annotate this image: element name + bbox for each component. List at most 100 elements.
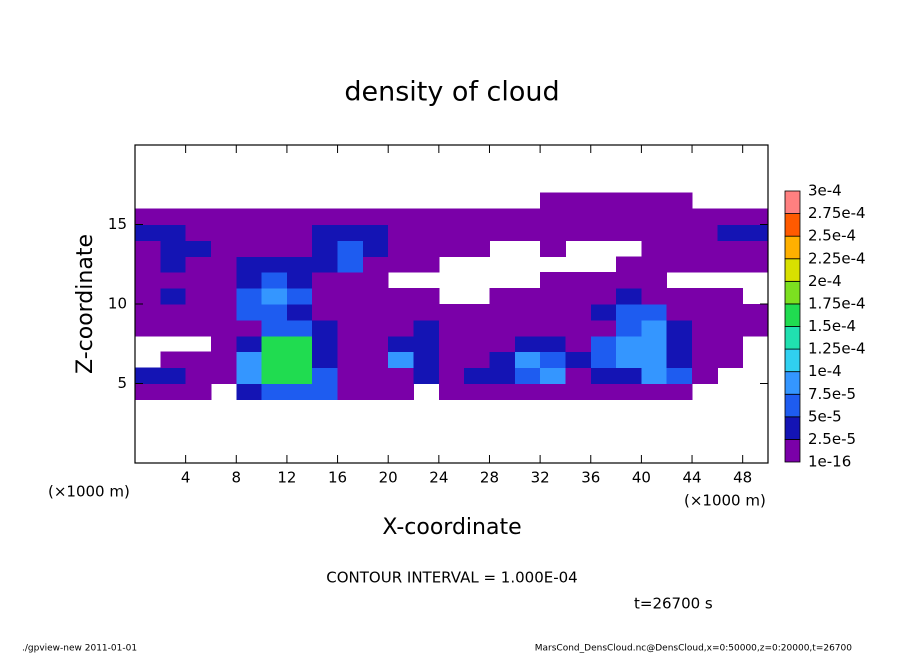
contour-cell [590,272,617,289]
colorbar-label: 3e-4 [808,182,842,200]
colorbar-label: 1e-16 [808,453,851,471]
contour-cell [438,304,465,321]
contour-cell [236,288,263,305]
contour-cell [236,383,263,400]
contour-cell [666,335,693,353]
contour-cell [641,304,668,321]
contour-cell [236,240,263,257]
contour-cell [362,367,389,384]
contour-cell [337,240,364,257]
contour-cell [210,256,237,273]
colorbar-label: 2e-4 [808,272,842,290]
contour-cell [286,319,313,337]
contour-cell [692,208,718,225]
contour-cell [565,383,592,400]
contour-cell [540,351,566,369]
contour-cell [590,367,617,384]
contour-cell [135,288,161,305]
colorbar-label: 1.25e-4 [808,340,866,358]
x-tick-label: 12 [277,469,296,487]
contour-cell [514,224,541,241]
contour-cell [540,304,566,321]
contour-cell [616,192,642,210]
contour-cell [616,304,642,321]
colorbar-band [784,371,801,395]
contour-cell [666,240,693,257]
contour-cell [641,224,668,241]
contour-cell [464,383,490,400]
contour-cell [742,240,769,257]
contour-cell [388,367,415,384]
contour-cell [261,224,288,241]
contour-cell [135,367,161,384]
contour-cell [413,256,440,273]
contour-cell [210,208,237,225]
contour-cell [616,256,642,273]
contour-cell [337,367,364,384]
contour-cell [438,351,465,369]
contour-cell [742,304,769,321]
contour-cell [464,224,490,241]
contour-cell [337,351,364,369]
contour-cell [236,351,263,369]
contour-cell [261,272,288,289]
contour-cell [489,367,516,384]
contour-cell [540,383,566,400]
x-unit-label: (×1000 m) [684,492,766,510]
contour-cell [286,367,313,384]
x-tick-label: 48 [733,469,752,487]
footer-left: ./gpview-new 2011-01-01 [22,644,137,654]
contour-cell [565,335,592,353]
colorbar-band [784,280,801,305]
contour-cell [236,335,263,353]
contour-cell [616,351,642,369]
contour-cell [312,224,339,241]
contour-cell [135,208,161,225]
footer-right: MarsCond_DensCloud.nc@DensCloud,x=0:5000… [535,644,852,654]
contour-cell [236,224,263,241]
colorbar-band [784,348,801,373]
contour-cell [413,304,440,321]
contour-cell [388,304,415,321]
contour-cell [742,319,769,337]
contour-cell [185,224,212,241]
contour-cell [362,240,389,257]
contour-interval: CONTOUR INTERVAL = 1.000E-04 [326,569,577,587]
contour-cell [286,351,313,369]
contour-cell [388,383,415,400]
contour-cell [210,272,237,289]
contour-cell [185,319,212,337]
contour-cell [514,288,541,305]
contour-cell [337,208,364,225]
x-tick-label: 40 [632,469,651,487]
contour-cell [388,224,415,241]
contour-cell [413,335,440,353]
contour-cell [286,383,313,400]
contour-cell [464,208,490,225]
contour-cell [540,240,566,257]
contour-cell [565,272,592,289]
x-tick-label: 4 [181,469,191,487]
contour-cell [362,256,389,273]
contour-cell [210,240,237,257]
contour-cell [641,351,668,369]
contour-cell [261,208,288,225]
colorbar-label: 1.75e-4 [808,294,866,312]
contour-cell [590,192,617,210]
contour-cell [616,272,642,289]
contour-cell [185,351,212,369]
contour-cell [666,383,693,400]
contour-cell [514,351,541,369]
contour-cell [236,208,263,225]
contour-cell [185,304,212,321]
x-axis-label: X-coordinate [382,515,521,540]
contour-cell [362,335,389,353]
contour-cell [464,367,490,384]
contour-cell [692,335,718,353]
contour-cell [261,240,288,257]
contour-cell [641,256,668,273]
contour-cell [717,351,744,369]
contour-cell [438,240,465,257]
contour-cell [210,335,237,353]
contour-cell [312,240,339,257]
